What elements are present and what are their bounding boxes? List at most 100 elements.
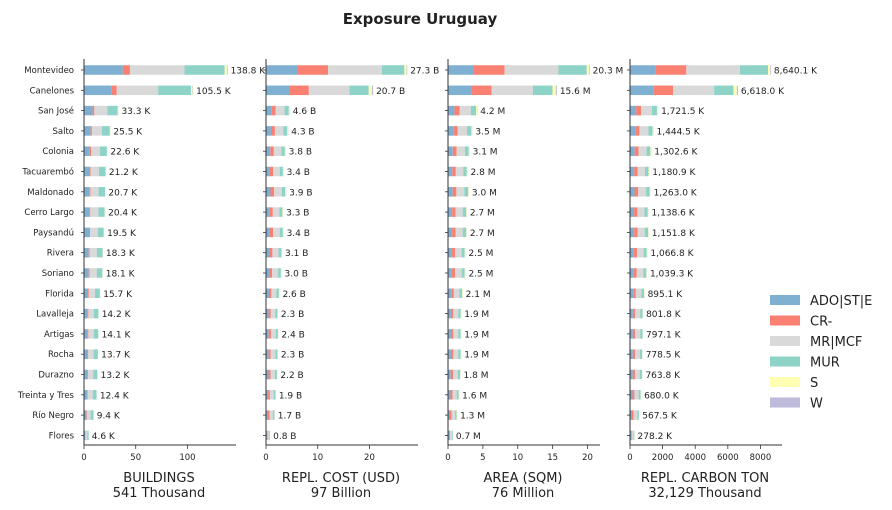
bar-segment: [634, 187, 639, 197]
bar-segment: [84, 410, 87, 420]
bar-segment: [632, 369, 635, 380]
bar-segment: [328, 65, 382, 75]
x-tick-label: 15: [547, 453, 558, 463]
bar-segment: [632, 410, 634, 420]
bar-segment: [448, 85, 472, 96]
total-label: 14.1 K: [102, 330, 132, 340]
bar-segment: [88, 308, 94, 319]
bar-segment: [448, 247, 452, 258]
bar-segment: [632, 308, 636, 319]
total-label: 6,618.0 K: [741, 87, 785, 97]
bar-segment: [448, 369, 451, 380]
bar-segment: [274, 187, 282, 197]
bar-segment: [89, 146, 92, 156]
bar-segment: [631, 430, 634, 441]
x-tick-label: 6000: [717, 453, 739, 463]
bar-segment: [111, 85, 117, 96]
bar-segment: [88, 288, 96, 299]
bar-segment: [281, 146, 285, 156]
bar-segment: [639, 369, 642, 380]
x-axis-label: BUILDINGS: [123, 471, 194, 486]
total-label: 3.4 B: [287, 229, 310, 239]
bar-segment: [739, 65, 769, 75]
x-tick-label: 0: [627, 453, 632, 463]
bar-segment: [714, 85, 734, 96]
bar-segment: [449, 430, 452, 441]
bar-segment: [630, 329, 633, 339]
y-tick-label: Maldonado: [27, 188, 74, 198]
chart-panels: 138.8 K 105.5 K 33.3 K 25.5 K 22.6 K 21.2 K 20…: [17, 59, 818, 501]
bar-segment: [455, 207, 463, 217]
bar-segment: [91, 126, 102, 136]
bar-segment: [275, 105, 285, 116]
y-tick-label: Rivera: [47, 249, 74, 259]
bar-segment: [279, 207, 283, 217]
bar-segment: [450, 349, 454, 359]
total-label: 1,444.5 K: [657, 127, 701, 137]
bar-segment: [634, 369, 640, 380]
bar-segment: [266, 146, 271, 156]
bar-segment: [634, 166, 638, 177]
bar-segment: [453, 126, 458, 136]
bar-segment: [457, 369, 461, 380]
y-tick-label: Artigas: [44, 330, 75, 340]
total-label: 278.2 K: [638, 432, 674, 442]
bar-segment: [266, 247, 270, 258]
bar-segment: [266, 268, 270, 278]
bar-segment: [450, 369, 454, 380]
total-label: 2.7 M: [470, 229, 495, 239]
bar-segment: [462, 207, 467, 217]
bar-segment: [461, 247, 465, 258]
bar-segment: [448, 410, 450, 420]
bar-segment: [641, 105, 652, 116]
y-tick-label: Durazno: [38, 371, 74, 381]
bar-segment: [467, 126, 472, 136]
bar-segment: [452, 207, 456, 217]
bar-segment: [471, 126, 473, 136]
bar-segment: [645, 166, 649, 177]
bar-segment: [84, 166, 90, 177]
bar-segment: [270, 369, 275, 380]
total-label: 2.1 M: [466, 290, 491, 300]
bar-segment: [284, 105, 289, 116]
bar-segment: [89, 207, 91, 217]
bar-segment: [633, 247, 637, 258]
bar-segment: [92, 390, 97, 400]
total-label: 680.0 K: [644, 391, 680, 401]
panel-2: 27.3 B 20.7 B 4.6 B 4.3 B 3.8 B 3.4 B 3.9 B 3.3…: [263, 59, 439, 501]
bar-segment: [448, 166, 453, 177]
bar-segment: [226, 65, 228, 75]
chart-legend: ADO|ST|E CR- MR|MCF MUR SW: [770, 294, 872, 412]
total-label: 0.7 M: [456, 432, 481, 442]
bar-segment: [633, 410, 638, 420]
bar-segment: [96, 268, 103, 278]
total-label: 18.3 K: [106, 249, 136, 259]
bar-segment: [448, 268, 452, 278]
bar-segment: [770, 65, 771, 75]
bar-segment: [86, 410, 91, 420]
bar-segment: [468, 187, 469, 197]
bar-segment: [453, 369, 458, 380]
bar-segment: [631, 430, 632, 441]
total-label: 2.5 M: [468, 249, 493, 259]
bar-segment: [448, 308, 451, 319]
bar-segment: [454, 105, 460, 116]
bar-segment: [646, 268, 647, 278]
bar-segment: [372, 85, 374, 96]
bar-segment: [452, 227, 456, 238]
total-label: 4.2 M: [480, 107, 505, 117]
total-label: 138.8 K: [231, 67, 267, 77]
bar-segment: [652, 126, 654, 136]
y-tick-label: Canelones: [30, 86, 75, 96]
x-axis-label: AREA (SQM): [483, 471, 562, 486]
bar-segment: [93, 369, 98, 380]
total-label: 1,302.6 K: [654, 148, 698, 158]
total-label: 1.9 M: [464, 330, 489, 340]
bar-segment: [270, 187, 275, 197]
bar-segment: [88, 247, 90, 258]
bar-segment: [88, 288, 89, 299]
bar-segment: [646, 187, 650, 197]
total-label: 15.6 M: [560, 87, 591, 97]
total-label: 19.5 K: [107, 229, 137, 239]
bar-segment: [84, 187, 90, 197]
